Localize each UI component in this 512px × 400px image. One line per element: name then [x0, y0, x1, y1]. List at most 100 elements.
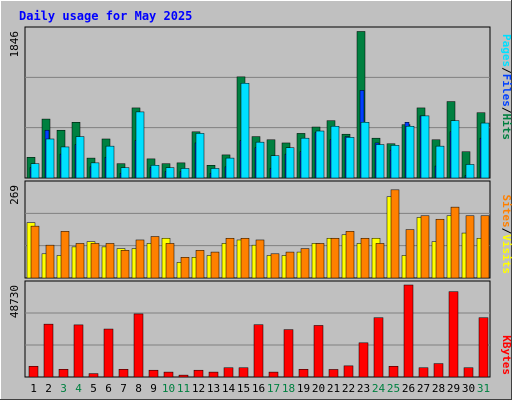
- bar-kbytes: [133, 313, 144, 378]
- bar-kbytes: [403, 284, 414, 378]
- x-tick-label: 26: [402, 382, 415, 395]
- legend-pages: Pages: [500, 34, 512, 67]
- bar-pages: [45, 138, 55, 179]
- bar-visits: [465, 215, 475, 279]
- bar-kbytes: [73, 324, 84, 378]
- bar-pages: [465, 164, 475, 179]
- bar-kbytes: [28, 365, 39, 378]
- legend-hits: Hits: [500, 114, 512, 141]
- bar-visits: [375, 243, 385, 279]
- x-tick-label: 25: [387, 382, 400, 395]
- bar-pages: [270, 155, 280, 179]
- x-tick-label: 16: [252, 382, 265, 395]
- legend-files: Files: [500, 74, 512, 107]
- svg-text:Sites/Visits: Sites/Visits: [500, 195, 512, 275]
- bar-visits: [195, 250, 205, 279]
- bar-pages: [450, 120, 460, 179]
- x-tick-label: 4: [75, 382, 82, 395]
- x-tick-label: 12: [192, 382, 205, 395]
- x-tick-label: 2: [45, 382, 52, 395]
- bar-visits: [480, 215, 490, 279]
- bar-visits: [120, 250, 130, 279]
- y-max-labels: 1846 269 48730: [8, 31, 21, 318]
- bar-visits: [315, 243, 325, 279]
- bar-kbytes: [418, 367, 429, 378]
- bar-visits: [345, 231, 355, 279]
- x-tick-label: 20: [312, 382, 325, 395]
- bar-pages: [420, 115, 430, 179]
- bar-visits: [300, 248, 310, 279]
- bar-visits: [60, 231, 70, 279]
- bar-kbytes: [223, 367, 234, 378]
- svg-text:KBytes: KBytes: [500, 335, 512, 375]
- bar-pages: [480, 122, 490, 179]
- bar-visits: [420, 215, 430, 279]
- bar-pages: [60, 146, 70, 179]
- x-tick-label: 15: [237, 382, 250, 395]
- legend-sites: Sites: [500, 195, 512, 228]
- bar-visits: [225, 237, 235, 279]
- bar-visits: [180, 257, 190, 279]
- x-tick-label: 14: [222, 382, 236, 395]
- bar-visits: [390, 189, 400, 279]
- bar-pages: [330, 125, 340, 179]
- bar-pages: [300, 137, 310, 179]
- x-tick-label: 23: [357, 382, 370, 395]
- bar-pages: [375, 144, 385, 179]
- bar-pages: [165, 167, 175, 179]
- bar-pages: [225, 157, 235, 179]
- x-tick-label: 11: [177, 382, 190, 395]
- x-tick-label: 28: [432, 382, 445, 395]
- bar-pages: [210, 168, 220, 179]
- legend-middle: Sites/Visits: [500, 195, 512, 275]
- bar-kbytes: [208, 371, 219, 378]
- x-tick-label: 3: [60, 382, 67, 395]
- bar-kbytes: [463, 367, 474, 378]
- bar-pages: [360, 122, 370, 179]
- bar-kbytes: [448, 291, 459, 378]
- legend-sep-3: /: [500, 228, 512, 235]
- x-tick-label: 31: [477, 382, 490, 395]
- x-tick-label: 5: [90, 382, 97, 395]
- bar-visits: [75, 243, 85, 279]
- bar-kbytes: [433, 363, 444, 378]
- y-max-label-middle: 269: [8, 185, 21, 205]
- bar-visits: [255, 239, 265, 279]
- bar-kbytes: [88, 373, 99, 378]
- bar-pages: [180, 168, 190, 179]
- bar-pages: [135, 111, 145, 179]
- x-tick-labels: 1 2 3 4 5 6 7 8 9 10 11 12 13 14 15 16 17 18 19 20 21 22 23 24 2…: [30, 382, 490, 395]
- x-tick-label: 19: [297, 382, 310, 395]
- bar-kbytes: [193, 369, 204, 378]
- bar-visits: [135, 239, 145, 279]
- x-tick-label: 30: [462, 382, 475, 395]
- bar-pages: [105, 145, 115, 179]
- bar-pages: [90, 162, 100, 179]
- bar-visits: [90, 243, 100, 279]
- bar-kbytes: [163, 371, 174, 378]
- bar-kbytes: [178, 374, 189, 378]
- bar-pages: [405, 125, 415, 179]
- bar-kbytes: [298, 369, 309, 378]
- y-max-label-top: 1846: [8, 31, 21, 58]
- bar-kbytes: [238, 367, 249, 378]
- x-tick-label: 10: [162, 382, 175, 395]
- bar-pages: [390, 145, 400, 179]
- legend-sep-2: /: [500, 107, 512, 114]
- x-tick-label: 18: [282, 382, 295, 395]
- x-tick-label: 22: [342, 382, 355, 395]
- bar-pages: [240, 82, 250, 179]
- x-tick-label: 24: [372, 382, 386, 395]
- x-tick-label: 9: [150, 382, 157, 395]
- legend-sep-1: /: [500, 67, 512, 74]
- x-tick-label: 1: [30, 382, 37, 395]
- chart-title: Daily usage for May 2025: [19, 9, 192, 23]
- legend-visits: Visits: [500, 234, 512, 274]
- x-tick-label: 13: [207, 382, 220, 395]
- bar-pages: [345, 137, 355, 179]
- bar-kbytes: [118, 369, 129, 378]
- bar-kbytes: [328, 369, 339, 378]
- legend-bottom: KBytes: [500, 335, 512, 375]
- bar-kbytes: [268, 371, 279, 378]
- bar-kbytes: [358, 342, 369, 378]
